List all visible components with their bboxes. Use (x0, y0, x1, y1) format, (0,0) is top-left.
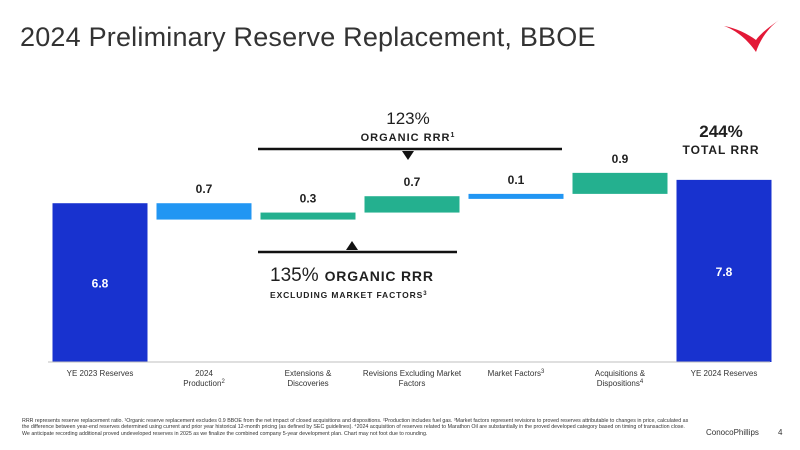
bar-market-factors (468, 193, 564, 199)
bar-2024-production (156, 203, 252, 220)
organic-rrr-value: 123% (386, 109, 429, 128)
bar-revisions-excluding-market-factors (364, 196, 460, 213)
x-tick-label-2024-production: 2024 Production2 (183, 369, 225, 388)
organic-rrr-arrow-icon (402, 151, 414, 160)
bar-extensions-discoveries (260, 212, 356, 220)
conocophillips-logo-icon (724, 20, 779, 52)
data-label-market-factors: 0.1 (508, 173, 525, 187)
bar-acquisitions-dispositions (572, 172, 668, 194)
organic-ex-market-arrow-icon (346, 241, 358, 250)
x-tick-label-revisions-excluding-market-factors: Revisions Excluding Market Factors (363, 369, 462, 388)
x-tick-label-ye-2023-reserves: YE 2023 Reserves (67, 369, 134, 378)
data-label-acquisitions-dispositions: 0.9 (612, 152, 629, 166)
data-label-ye-2023-reserves: 6.8 (92, 277, 109, 291)
data-label-ye-2024-reserves: 7.8 (716, 265, 733, 279)
x-tick-label-extensions-discoveries: Extensions & Discoveries (285, 369, 332, 388)
data-label-revisions-excluding-market-factors: 0.7 (404, 175, 421, 189)
company-name: ConocoPhillips (706, 428, 759, 437)
waterfall-chart: 6.80.70.30.7 0.10.97.8 123% ORGANIC RRR1 … (48, 109, 772, 388)
total-rrr-label: TOTAL RRR (683, 143, 760, 157)
x-tick-label-acquisitions-dispositions: Acquisitions & Dispositions4 (595, 369, 646, 388)
bar-ye-2023-reserves (52, 203, 148, 362)
organic-rrr-label: ORGANIC RRR1 (361, 132, 456, 144)
organic-ex-market-sublabel: EXCLUDING MARKET FACTORS3 (270, 290, 427, 300)
data-label-2024-production: 0.7 (196, 182, 213, 196)
x-tick-label-market-factors: Market Factors3 (488, 369, 545, 378)
total-rrr-value: 244% (699, 122, 742, 141)
organic-ex-market-rrr: 135% ORGANIC RRR (270, 265, 434, 286)
page-number: 4 (778, 428, 783, 437)
x-tick-label-ye-2024-reserves: YE 2024 Reserves (691, 369, 758, 378)
footnote: RRR represents reserve replacement ratio… (22, 418, 689, 437)
page-title: 2024 Preliminary Reserve Replacement, BB… (20, 22, 596, 52)
data-label-extensions-discoveries: 0.3 (300, 192, 317, 206)
bar-ye-2024-reserves (676, 179, 772, 362)
